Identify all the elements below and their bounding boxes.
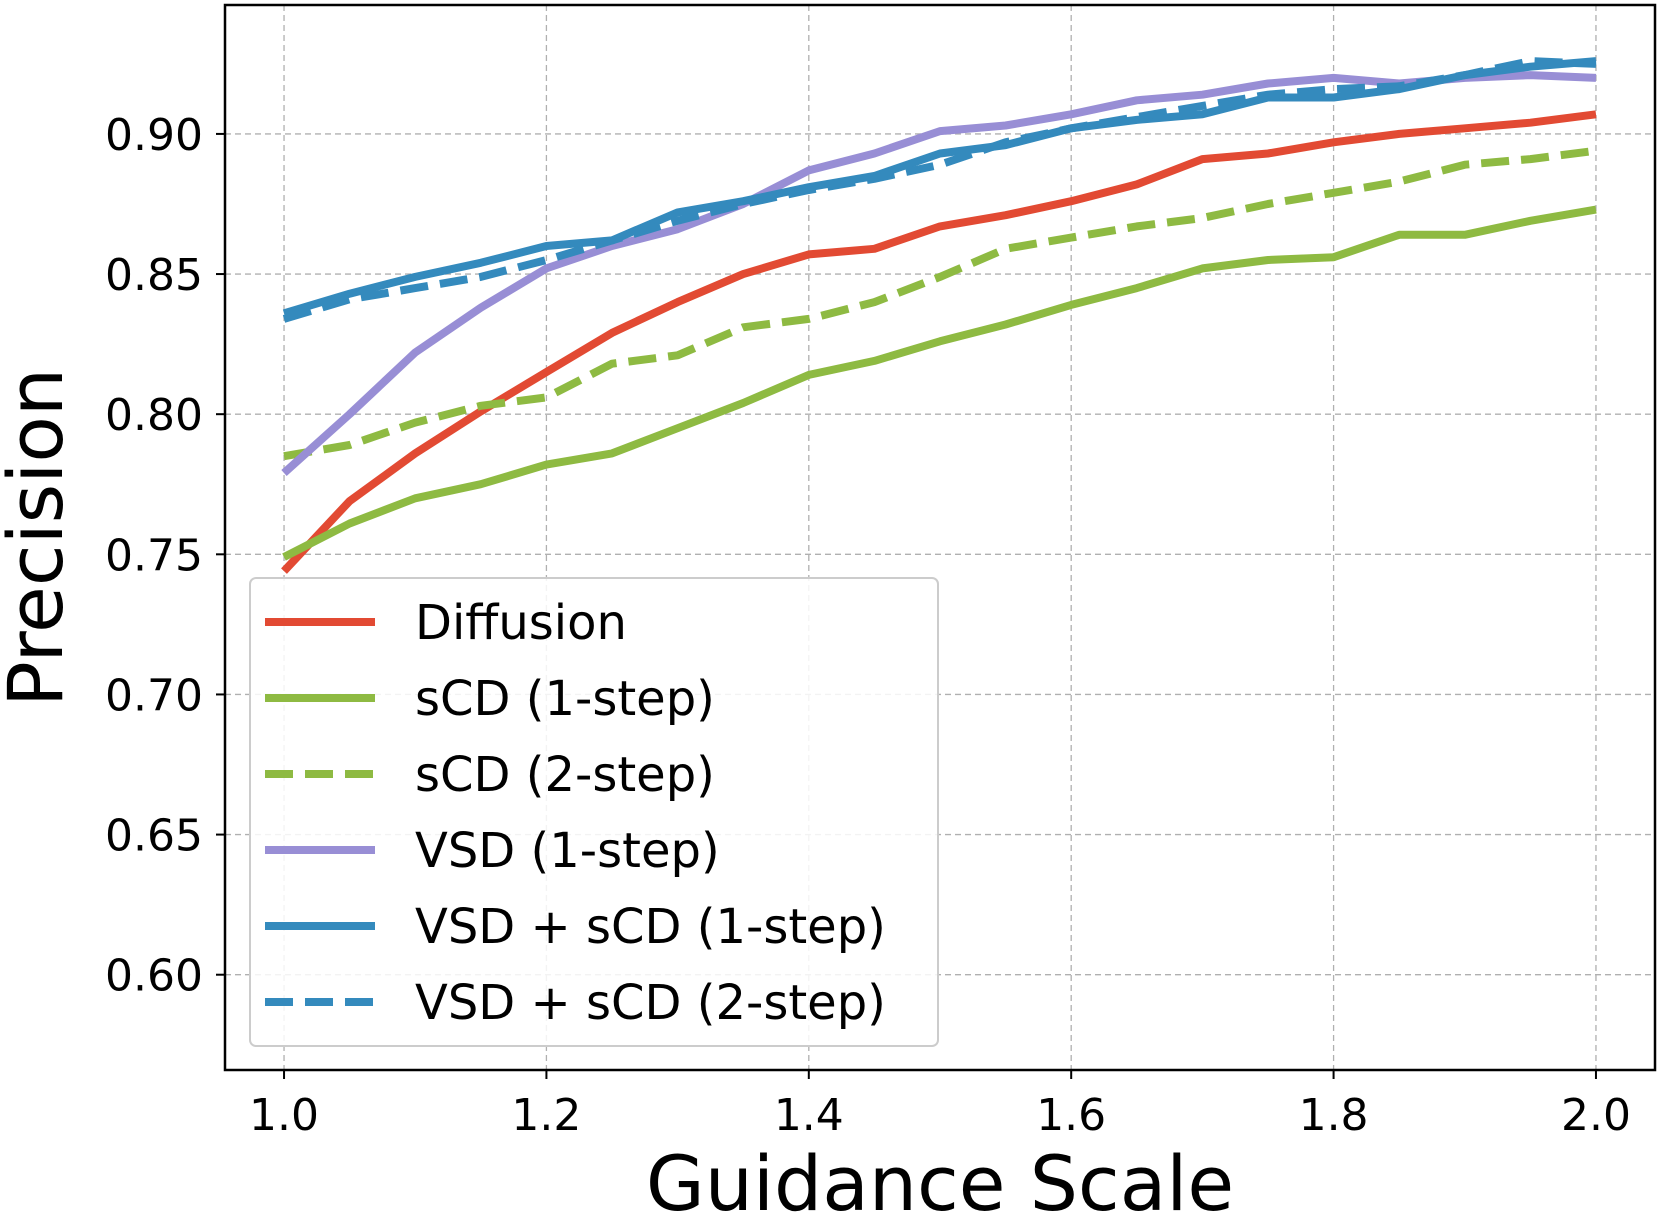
x-tick-label: 2.0: [1561, 1090, 1631, 1141]
x-tick-label: 1.4: [774, 1090, 844, 1141]
x-tick-label: 1.6: [1036, 1090, 1106, 1141]
legend-label: VSD + sCD (1-step): [415, 899, 886, 955]
legend-label: VSD (1-step): [415, 823, 720, 879]
y-axis-label: Precision: [0, 368, 80, 707]
legend-label: sCD (1-step): [415, 671, 715, 727]
y-tick-label: 0.65: [105, 811, 203, 862]
data-series: [281, 57, 1597, 574]
series-line-diffusion: [281, 110, 1597, 574]
legend: Diffusion sCD (1-step) sCD (2-step) VSD (1-…: [249, 577, 939, 1047]
series-line-scd-1-step: [282, 205, 1597, 561]
legend-box: [249, 577, 939, 1047]
legend-label: Diffusion: [415, 595, 627, 651]
series-line-vsd-scd-1-step: [282, 57, 1597, 318]
x-axis-label: Guidance Scale: [646, 1139, 1234, 1220]
y-tick-label: 0.80: [105, 390, 203, 441]
y-tick-label: 0.90: [105, 110, 203, 161]
y-tick-label: 0.75: [105, 530, 203, 581]
y-tick-label: 0.85: [105, 250, 203, 301]
x-tick-label: 1.0: [249, 1090, 319, 1141]
y-tick-label: 0.70: [105, 670, 203, 721]
y-tick-label: 0.60: [105, 951, 203, 1002]
axis-ticks: 1.0 1.2 1.4 1.6 1.8 2.0 0.60 0.65 0.70 0.75 0.80 0.…: [105, 110, 1631, 1141]
series-line-scd-2-step: [283, 146, 1597, 461]
legend-label: sCD (2-step): [415, 747, 715, 803]
x-tick-label: 1.2: [511, 1090, 581, 1141]
series-line-vsd-scd-2-step: [282, 57, 1597, 323]
plot-frame: [223, 3, 1657, 1072]
series-line-vsd-1-step: [281, 71, 1597, 476]
x-tick-label: 1.8: [1299, 1090, 1369, 1141]
legend-label: VSD + sCD (2-step): [415, 975, 886, 1031]
